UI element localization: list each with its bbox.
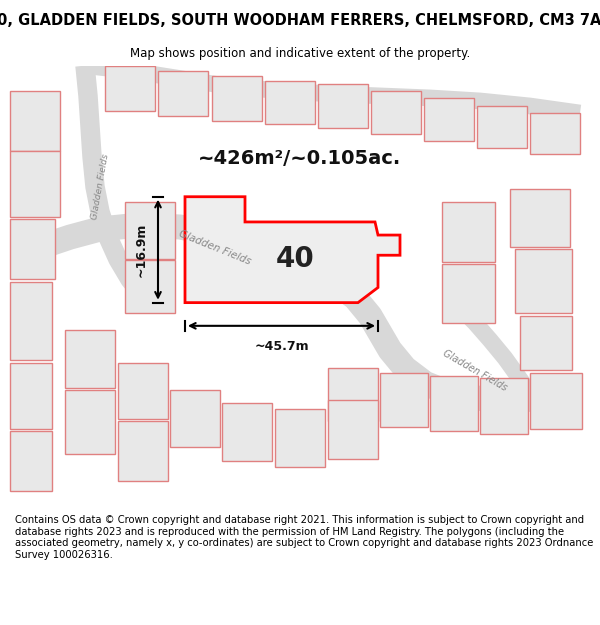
Polygon shape <box>318 84 368 128</box>
Polygon shape <box>424 98 474 141</box>
Polygon shape <box>65 391 115 454</box>
Polygon shape <box>371 91 421 134</box>
Polygon shape <box>480 378 528 434</box>
Polygon shape <box>105 66 155 111</box>
Text: ~16.9m: ~16.9m <box>135 222 148 277</box>
Polygon shape <box>10 431 52 491</box>
Polygon shape <box>170 391 220 447</box>
Text: Gladden Fields: Gladden Fields <box>178 228 253 266</box>
Polygon shape <box>118 421 168 481</box>
Polygon shape <box>125 260 175 312</box>
Polygon shape <box>125 202 175 259</box>
Polygon shape <box>10 363 52 429</box>
Text: Contains OS data © Crown copyright and database right 2021. This information is : Contains OS data © Crown copyright and d… <box>15 515 593 560</box>
Text: ~426m²/~0.105ac.: ~426m²/~0.105ac. <box>199 149 401 168</box>
Polygon shape <box>10 219 55 279</box>
Polygon shape <box>158 71 208 116</box>
Polygon shape <box>510 189 570 247</box>
Polygon shape <box>65 330 115 388</box>
Polygon shape <box>328 401 378 459</box>
Polygon shape <box>10 282 52 360</box>
Polygon shape <box>430 376 478 431</box>
Polygon shape <box>265 81 315 124</box>
Text: Gladden Fields: Gladden Fields <box>90 153 110 220</box>
Polygon shape <box>530 113 580 154</box>
Polygon shape <box>530 373 582 429</box>
Polygon shape <box>515 249 572 312</box>
Text: 40: 40 <box>275 245 314 273</box>
Text: 40, GLADDEN FIELDS, SOUTH WOODHAM FERRERS, CHELMSFORD, CM3 7AH: 40, GLADDEN FIELDS, SOUTH WOODHAM FERRER… <box>0 13 600 28</box>
Polygon shape <box>10 151 60 217</box>
Polygon shape <box>477 106 527 148</box>
Polygon shape <box>185 197 400 302</box>
Polygon shape <box>10 91 60 151</box>
Polygon shape <box>442 202 495 262</box>
Polygon shape <box>380 373 428 427</box>
Polygon shape <box>520 316 572 370</box>
Polygon shape <box>328 368 378 421</box>
Polygon shape <box>222 404 272 461</box>
Polygon shape <box>442 264 495 322</box>
Text: Map shows position and indicative extent of the property.: Map shows position and indicative extent… <box>130 48 470 60</box>
Polygon shape <box>275 409 325 467</box>
Text: Gladden Fields: Gladden Fields <box>441 348 509 392</box>
Polygon shape <box>118 363 168 419</box>
Text: ~45.7m: ~45.7m <box>254 340 309 353</box>
Polygon shape <box>212 76 262 121</box>
